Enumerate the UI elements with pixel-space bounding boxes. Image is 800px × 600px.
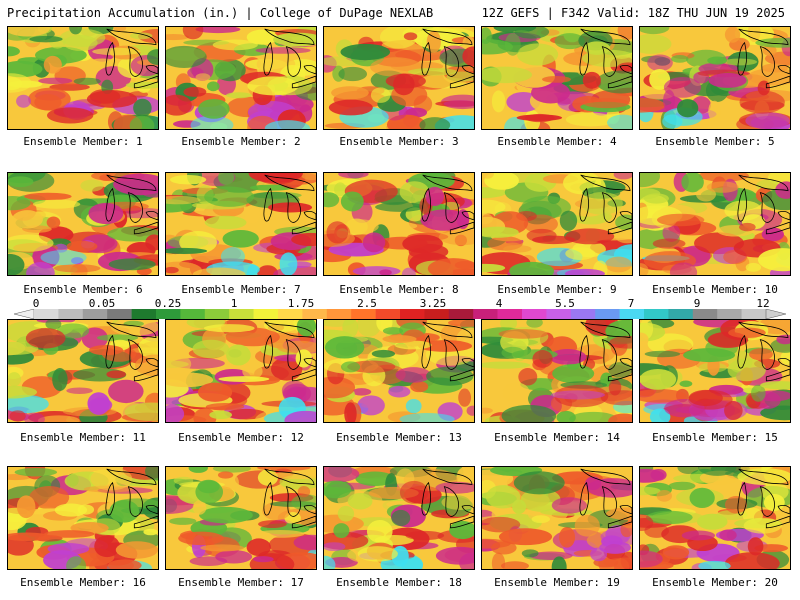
- ensemble-member-label: Ensemble Member: 9: [497, 283, 617, 296]
- ensemble-member-label: Ensemble Member: 11: [20, 431, 146, 444]
- colorbar-swatch: [326, 309, 352, 319]
- ensemble-member-label: Ensemble Member: 6: [23, 283, 143, 296]
- colorbar-swatch: [302, 309, 328, 319]
- model-run-info: 12Z GEFS | F342 Valid: 18Z THU JUN 19 20…: [481, 6, 785, 20]
- colorbar-swatch: [107, 309, 132, 319]
- colorbar-swatch: [741, 309, 767, 319]
- ensemble-member-map: [323, 319, 475, 423]
- colorbar-tick-label: 0: [32, 297, 40, 310]
- colorbar-swatch: [278, 309, 303, 319]
- colorbar-tick-label: 9: [693, 297, 701, 310]
- ensemble-member-label: Ensemble Member: 13: [336, 431, 462, 444]
- ensemble-member-map: [639, 319, 791, 423]
- colorbar-tick-label: 0.25: [154, 297, 182, 310]
- ensemble-member-map: [165, 319, 317, 423]
- ensemble-member-label: Ensemble Member: 1: [23, 135, 143, 148]
- colorbar-swatch: [668, 309, 694, 319]
- ensemble-member-label: Ensemble Member: 8: [339, 283, 459, 296]
- colorbar-swatch: [58, 309, 84, 319]
- colorbar-tick-label: 1.75: [287, 297, 315, 310]
- colorbar-swatch: [595, 309, 620, 319]
- ensemble-member-map: [7, 319, 159, 423]
- colorbar-swatch: [424, 309, 450, 319]
- colorbar-swatch: [156, 309, 181, 319]
- ensemble-member-map: [639, 172, 791, 276]
- ensemble-member-label: Ensemble Member: 10: [652, 283, 778, 296]
- ensemble-member-label: Ensemble Member: 12: [178, 431, 304, 444]
- page-title: Precipitation Accumulation (in.) | Colle…: [7, 6, 434, 20]
- colorbar-swatch: [131, 309, 157, 319]
- ensemble-member-label: Ensemble Member: 5: [655, 135, 775, 148]
- colorbar-tick-label: 2.5: [357, 297, 377, 310]
- colorbar-swatch: [34, 309, 59, 319]
- ensemble-member-label: Ensemble Member: 17: [178, 576, 304, 589]
- ensemble-member-label: Ensemble Member: 2: [181, 135, 301, 148]
- colorbar-swatch: [570, 309, 596, 319]
- ensemble-member-label: Ensemble Member: 15: [652, 431, 778, 444]
- ensemble-member-map: [165, 26, 317, 130]
- colorbar-tick-label: 0.05: [88, 297, 116, 310]
- colorbar-swatch: [717, 309, 742, 319]
- ensemble-member-map: [323, 172, 475, 276]
- ensemble-member-label: Ensemble Member: 4: [497, 135, 617, 148]
- ensemble-member-map: [481, 466, 633, 570]
- colorbar-tick-label: 7: [627, 297, 635, 310]
- ensemble-member-label: Ensemble Member: 19: [494, 576, 620, 589]
- colorbar-swatch: [229, 309, 254, 319]
- colorbar-swatch: [180, 309, 206, 319]
- ensemble-member-label: Ensemble Member: 16: [20, 576, 146, 589]
- colorbar-swatch: [473, 309, 498, 319]
- ensemble-member-map: [7, 466, 159, 570]
- ensemble-member-map: [323, 26, 475, 130]
- colorbar-tick-label: 12: [756, 297, 770, 310]
- colorbar-tick-label: 4: [495, 297, 503, 310]
- ensemble-member-map: [323, 466, 475, 570]
- ensemble-member-label: Ensemble Member: 14: [494, 431, 620, 444]
- ensemble-member-label: Ensemble Member: 18: [336, 576, 462, 589]
- ensemble-member-map: [481, 26, 633, 130]
- colorbar-tick-label: 5.5: [555, 297, 575, 310]
- colorbar-max-arrow: [765, 309, 786, 319]
- ensemble-member-map: [165, 172, 317, 276]
- colorbar-swatch: [375, 309, 401, 319]
- colorbar-swatch: [82, 309, 108, 319]
- colorbar-tick-label: 3.25: [419, 297, 447, 310]
- colorbar-swatch: [253, 309, 279, 319]
- colorbar-min-arrow: [14, 309, 35, 319]
- colorbar-swatch: [619, 309, 645, 319]
- ensemble-member-label: Ensemble Member: 20: [652, 576, 778, 589]
- ensemble-member-map: [639, 26, 791, 130]
- ensemble-member-map: [7, 172, 159, 276]
- colorbar-swatch: [351, 309, 376, 319]
- colorbar-swatch: [522, 309, 547, 319]
- ensemble-member-map: [481, 319, 633, 423]
- ensemble-member-map: [481, 172, 633, 276]
- colorbar-swatch: [448, 309, 474, 319]
- colorbar-swatch: [692, 309, 718, 319]
- ensemble-member-label: Ensemble Member: 3: [339, 135, 459, 148]
- colorbar-swatch: [204, 309, 230, 319]
- ensemble-member-map: [639, 466, 791, 570]
- ensemble-member-map: [165, 466, 317, 570]
- colorbar-swatch: [644, 309, 669, 319]
- colorbar-swatch: [546, 309, 572, 319]
- ensemble-member-map: [7, 26, 159, 130]
- precip-colorbar: [14, 309, 786, 319]
- colorbar-swatch: [497, 309, 523, 319]
- colorbar-tick-label: 1: [230, 297, 238, 310]
- colorbar-swatch: [400, 309, 425, 319]
- ensemble-member-label: Ensemble Member: 7: [181, 283, 301, 296]
